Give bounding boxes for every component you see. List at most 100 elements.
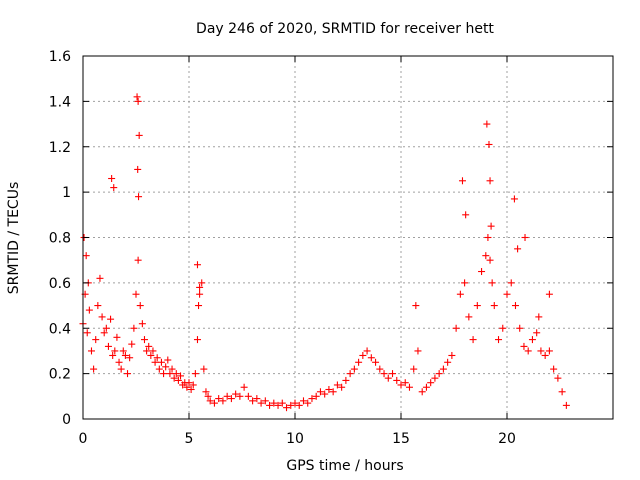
data-point bbox=[533, 329, 541, 337]
data-point bbox=[545, 347, 553, 355]
data-point bbox=[524, 347, 532, 355]
data-point bbox=[487, 222, 495, 230]
data-point bbox=[191, 370, 199, 378]
data-point bbox=[486, 177, 494, 185]
data-point bbox=[431, 374, 439, 382]
data-point bbox=[164, 356, 172, 364]
data-point bbox=[363, 347, 371, 355]
data-point bbox=[193, 336, 201, 344]
data-point bbox=[535, 313, 543, 321]
data-point bbox=[510, 195, 518, 203]
data-point bbox=[490, 302, 498, 310]
data-point bbox=[308, 395, 316, 403]
data-point bbox=[249, 397, 257, 405]
data-point bbox=[92, 336, 100, 344]
data-point bbox=[110, 184, 118, 192]
data-point bbox=[338, 383, 346, 391]
data-point bbox=[183, 383, 191, 391]
data-point bbox=[126, 354, 134, 362]
data-point bbox=[521, 234, 529, 241]
data-point bbox=[376, 365, 384, 373]
data-point bbox=[465, 313, 473, 321]
data-point bbox=[410, 365, 418, 373]
data-point bbox=[153, 354, 161, 362]
data-point bbox=[117, 365, 125, 373]
data-point bbox=[143, 347, 151, 355]
data-point bbox=[435, 370, 443, 378]
data-point bbox=[427, 379, 435, 387]
data-point bbox=[174, 376, 182, 384]
data-point bbox=[147, 351, 155, 359]
data-point bbox=[210, 399, 218, 407]
data-point bbox=[98, 313, 106, 321]
data-point bbox=[514, 245, 522, 253]
data-point bbox=[219, 397, 227, 405]
data-point bbox=[270, 399, 278, 407]
data-point bbox=[380, 370, 388, 378]
data-point bbox=[516, 324, 524, 332]
data-point bbox=[456, 290, 464, 298]
data-point bbox=[195, 302, 203, 310]
data-point bbox=[90, 365, 98, 373]
data-point bbox=[558, 388, 566, 396]
data-point bbox=[104, 342, 112, 350]
data-point bbox=[274, 401, 282, 409]
data-point bbox=[236, 392, 244, 400]
data-point bbox=[562, 401, 570, 409]
data-point bbox=[484, 234, 492, 241]
data-point bbox=[94, 302, 102, 310]
data-point bbox=[96, 274, 104, 282]
data-point bbox=[185, 379, 193, 387]
data-point bbox=[83, 329, 91, 337]
data-point bbox=[145, 342, 153, 350]
y-tick-label: 1.4 bbox=[49, 94, 71, 110]
data-point bbox=[215, 395, 223, 403]
data-point bbox=[367, 354, 375, 362]
data-point bbox=[100, 329, 108, 337]
data-point bbox=[107, 315, 115, 323]
data-point bbox=[499, 324, 507, 332]
data-point bbox=[166, 370, 174, 378]
data-point bbox=[312, 392, 320, 400]
data-point bbox=[202, 388, 210, 396]
data-point bbox=[196, 283, 204, 291]
data-point bbox=[439, 365, 447, 373]
data-point bbox=[329, 388, 337, 396]
data-point bbox=[488, 279, 496, 287]
data-point bbox=[537, 347, 545, 355]
x-tick-label: 15 bbox=[392, 431, 410, 447]
data-point bbox=[414, 347, 422, 355]
data-point bbox=[350, 365, 358, 373]
data-point bbox=[162, 363, 170, 371]
data-point bbox=[299, 397, 307, 405]
data-point bbox=[155, 365, 163, 373]
data-point bbox=[287, 401, 295, 409]
data-point bbox=[187, 386, 195, 394]
data-point bbox=[528, 336, 536, 344]
data-point bbox=[462, 211, 470, 219]
data-point bbox=[503, 290, 511, 298]
data-point bbox=[111, 347, 119, 355]
data-point bbox=[227, 395, 235, 403]
ticks-layer bbox=[82, 55, 613, 420]
x-tick-label: 10 bbox=[286, 431, 304, 447]
x-tick-label: 20 bbox=[498, 431, 516, 447]
data-point bbox=[82, 252, 90, 260]
data-point bbox=[342, 376, 350, 384]
data-point bbox=[372, 358, 380, 366]
data-point bbox=[261, 397, 269, 405]
data-point bbox=[151, 358, 159, 366]
data-point bbox=[140, 336, 148, 344]
data-point bbox=[283, 404, 291, 412]
data-point bbox=[138, 320, 146, 328]
data-point bbox=[295, 401, 303, 409]
data-point bbox=[278, 399, 286, 407]
data-point bbox=[170, 374, 178, 382]
data-point bbox=[135, 131, 143, 139]
data-point bbox=[134, 256, 142, 264]
data-point bbox=[172, 370, 180, 378]
data-point bbox=[253, 395, 261, 403]
data-point bbox=[266, 401, 274, 409]
y-tick-label: 1 bbox=[62, 185, 71, 201]
